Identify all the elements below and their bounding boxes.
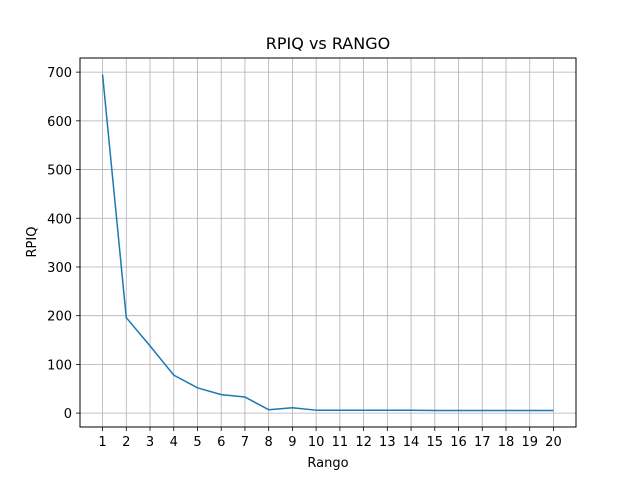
x-tick-label: 9 xyxy=(288,435,296,450)
x-tick-label: 14 xyxy=(403,435,420,450)
y-tick-label: 100 xyxy=(47,358,72,373)
ticks: 1 2 3 4 5 6 7 8 9 10 11 12 13 14 15 16 17 18 19 20010020030… xyxy=(47,66,562,450)
x-tick-label: 3 xyxy=(146,435,154,450)
x-tick-label: 8 xyxy=(265,435,273,450)
y-tick-label: 200 xyxy=(47,310,72,325)
x-tick-label: 18 xyxy=(498,435,515,450)
y-tick-label: 300 xyxy=(47,261,72,276)
y-tick-label: 500 xyxy=(47,164,72,179)
y-tick-label: 600 xyxy=(47,115,72,130)
x-tick-label: 1 xyxy=(98,435,106,450)
y-tick-label: 700 xyxy=(47,66,72,81)
x-tick-label: 16 xyxy=(450,435,467,450)
chart-title: RPIQ vs RANGO xyxy=(266,34,390,53)
y-axis-label: RPIQ xyxy=(25,227,40,258)
x-tick-label: 13 xyxy=(379,435,396,450)
x-tick-label: 5 xyxy=(193,435,201,450)
x-tick-label: 17 xyxy=(474,435,491,450)
x-tick-label: 4 xyxy=(170,435,178,450)
series xyxy=(101,74,554,412)
series-line xyxy=(101,74,554,412)
x-tick-label: 20 xyxy=(545,435,562,450)
plot-frame xyxy=(79,57,577,428)
x-tick-label: 10 xyxy=(308,435,325,450)
x-tick-label: 12 xyxy=(355,435,372,450)
x-tick-label: 2 xyxy=(122,435,130,450)
y-tick-label: 400 xyxy=(47,212,72,227)
x-tick-label: 19 xyxy=(521,435,538,450)
x-tick-label: 7 xyxy=(241,435,249,450)
x-tick-label: 6 xyxy=(217,435,225,450)
grid xyxy=(80,58,576,427)
y-tick-label: 0 xyxy=(64,407,72,422)
x-axis-label: Rango xyxy=(307,456,348,471)
x-tick-label: 15 xyxy=(427,435,444,450)
x-tick-label: 11 xyxy=(332,435,349,450)
